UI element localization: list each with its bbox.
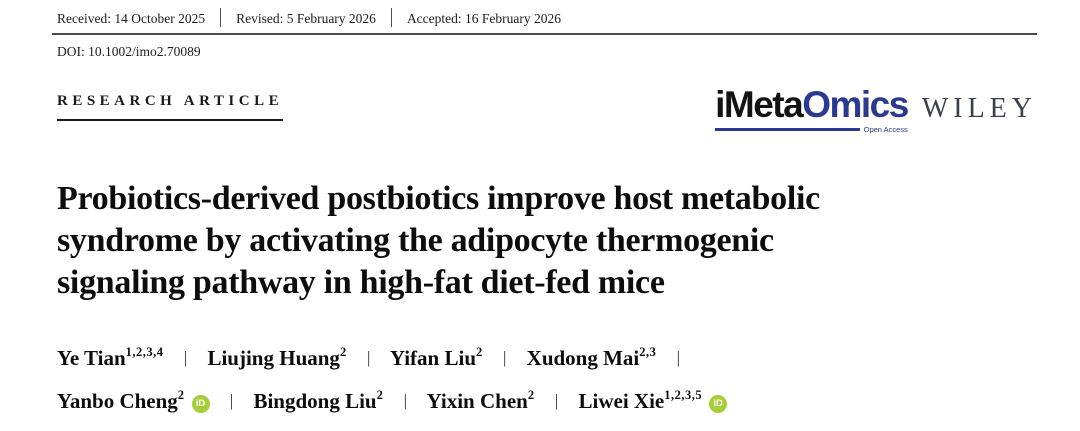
author-separator: |: [676, 347, 681, 367]
received-date: Received: 14 October 2025: [52, 8, 222, 27]
open-access-label: Open Access: [863, 125, 908, 134]
journal-branding: iMetaOmics Open Access WILEY: [715, 86, 1037, 134]
author-name: Xudong Mai: [526, 345, 640, 370]
title-line-1: Probiotics-derived postbiotics improve h…: [57, 179, 820, 217]
author-name: Liujing Huang: [207, 345, 340, 370]
article-title: Probiotics-derived postbiotics improve h…: [52, 178, 1037, 304]
title-line-3: signaling pathway in high-fat diet-fed m…: [57, 263, 665, 301]
author-affiliation-sup: 2: [527, 387, 535, 402]
revised-date: Revised: 5 February 2026: [221, 8, 392, 27]
logo-rule: [715, 128, 860, 132]
author-name: Liwei Xie: [578, 388, 665, 413]
author-affiliation-sup: 2: [177, 387, 185, 402]
author-line-1: Ye Tian1,2,3,4 | Liujing Huang2 | Yifan …: [57, 344, 1037, 375]
header-row: RESEARCH ARTICLE iMetaOmics Open Access …: [52, 86, 1037, 134]
author-name: Yifan Liu: [389, 345, 476, 370]
author-separator: |: [366, 347, 371, 367]
logo-underline: Open Access: [715, 126, 908, 134]
author-affiliation-sup: 1,2,3,5: [664, 387, 703, 402]
orcid-icon[interactable]: iD: [709, 394, 728, 413]
author-separator: |: [229, 390, 234, 410]
manuscript-dates-row: Received: 14 October 2025 Revised: 5 Feb…: [52, 8, 1037, 35]
author-affiliation-sup: 2,3: [639, 344, 657, 359]
article-type-label: RESEARCH ARTICLE: [57, 93, 284, 121]
wiley-logo: WILEY: [921, 93, 1037, 124]
author-affiliation-sup: 2: [376, 387, 384, 402]
orcid-icon[interactable]: iD: [191, 394, 210, 413]
author-name: Ye Tian: [57, 345, 126, 370]
logo-text-omics: Omics: [802, 84, 909, 125]
author-name: Bingdong Liu: [253, 388, 377, 413]
author-affiliation-sup: 1,2,3,4: [125, 344, 164, 359]
title-line-2: syndrome by activating the adipocyte the…: [57, 221, 774, 259]
accepted-date: Accepted: 16 February 2026: [406, 11, 562, 26]
author-line-2: Yanbo Cheng2iD | Bingdong Liu2 | Yixin C…: [57, 387, 1037, 418]
author-separator: |: [554, 390, 559, 410]
doi-text: DOI: 10.1002/imo2.70089: [57, 44, 201, 59]
author-name: Yanbo Cheng: [57, 388, 178, 413]
author-affiliation-sup: 2: [476, 344, 483, 359]
imetaomics-logo: iMetaOmics Open Access: [715, 84, 909, 134]
author-separator: |: [183, 347, 188, 367]
author-name: Yixin Chen: [426, 388, 528, 413]
author-separator: |: [403, 390, 408, 410]
logo-text-imeta: iMeta: [715, 84, 804, 125]
author-list: Ye Tian1,2,3,4 | Liujing Huang2 | Yifan …: [52, 344, 1037, 418]
author-separator: |: [503, 347, 507, 367]
imetaomics-wordmark: iMetaOmics: [715, 84, 909, 125]
author-affiliation-sup: 2: [339, 344, 347, 359]
